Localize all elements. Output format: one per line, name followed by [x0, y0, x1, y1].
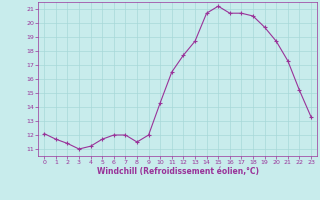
X-axis label: Windchill (Refroidissement éolien,°C): Windchill (Refroidissement éolien,°C) — [97, 167, 259, 176]
